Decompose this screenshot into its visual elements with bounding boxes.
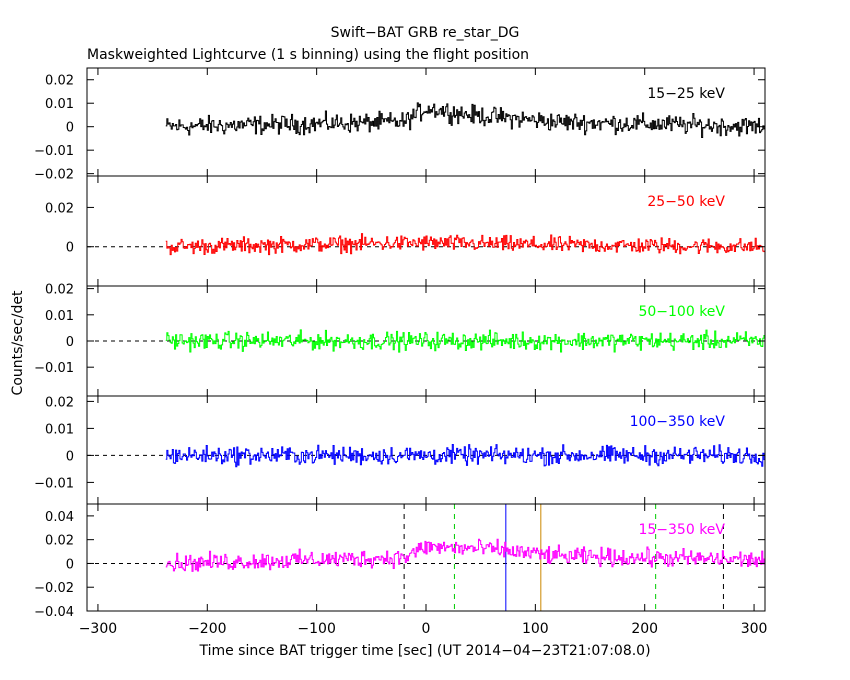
lightcurve-series: [165, 444, 765, 468]
y-tick-label: −0.01: [34, 144, 74, 159]
y-tick-label: 0.02: [45, 283, 74, 298]
y-tick-label: 0: [66, 121, 74, 136]
lightcurve-series: [165, 329, 765, 353]
y-tick-label: −0.02: [34, 168, 74, 183]
x-tick-label: 100: [522, 621, 549, 637]
y-tick-label: 0: [66, 335, 74, 350]
y-axis-label: Counts/sec/det: [10, 290, 26, 395]
y-tick-label: 0.01: [45, 97, 74, 112]
y-tick-label: 0.02: [45, 201, 74, 216]
band-label: 15−350 keV: [638, 522, 725, 538]
x-tick-label: −100: [297, 621, 335, 637]
panel-2: −0.01 0 0.01 0.02 50−100 keV: [34, 283, 766, 397]
band-label: 50−100 keV: [638, 304, 725, 320]
y-tick-label: 0: [66, 449, 74, 464]
y-tick-label: 0: [66, 241, 74, 256]
lightcurve-series: [165, 538, 765, 572]
y-tick-label: 0.02: [45, 534, 74, 549]
panel-1: 0 0.02 25−50 keV: [45, 175, 766, 287]
chart-subtitle: Maskweighted Lightcurve (1 s binning) us…: [87, 47, 529, 63]
lightcurve-series: [165, 233, 765, 256]
band-label: 15−25 keV: [647, 86, 725, 102]
x-tick-label: −300: [79, 621, 117, 637]
y-tick-label: 0: [66, 557, 74, 572]
y-tick-label: 0.02: [45, 395, 74, 410]
chart-title: Swift−BAT GRB re_star_DG: [331, 25, 520, 41]
panel-0: −0.02 −0.01 0 0.01 0.02 15−25 keV: [34, 67, 766, 183]
y-tick-label: 0.02: [45, 74, 74, 89]
y-tick-label: −0.02: [34, 581, 74, 596]
y-tick-label: 0.01: [45, 309, 74, 324]
y-tick-label: −0.04: [34, 605, 74, 620]
x-axis: −300 −200 −100 0 100 200 300: [79, 621, 768, 637]
panel-4: −0.04 −0.02 0 0.02 0.04 15−350 keV: [34, 503, 766, 620]
lightcurve-series: [165, 102, 765, 138]
panels: −0.02 −0.01 0 0.01 0.02 15−25 keV 0 0.02 25−50 k…: [34, 67, 766, 620]
panel-frame: [86, 175, 766, 287]
y-tick-label: 0.04: [45, 510, 74, 525]
y-tick-label: −0.01: [34, 476, 74, 491]
y-tick-label: −0.01: [34, 361, 74, 376]
x-tick-label: 0: [422, 621, 431, 637]
panel-3: −0.01 0 0.01 0.02 100−350 keV: [34, 395, 766, 505]
x-axis-label: Time since BAT trigger time [sec] (UT 20…: [198, 643, 650, 659]
x-tick-label: 300: [741, 621, 768, 637]
panel-frame: [86, 67, 766, 177]
y-tick-label: 0.01: [45, 422, 74, 437]
x-tick-label: −200: [188, 621, 226, 637]
band-label: 25−50 keV: [647, 194, 725, 210]
x-tick-label: 200: [631, 621, 658, 637]
band-label: 100−350 keV: [630, 414, 726, 430]
